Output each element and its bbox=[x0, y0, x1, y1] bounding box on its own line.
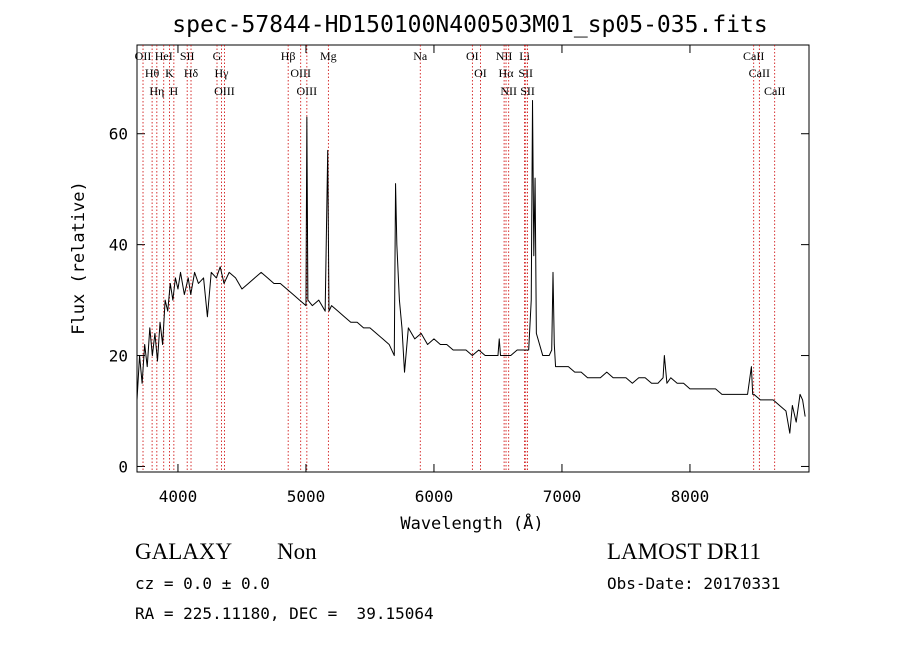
x-tick-label: 4000 bbox=[159, 487, 198, 506]
x-tick-label: 6000 bbox=[415, 487, 454, 506]
line-label: Na bbox=[413, 49, 428, 63]
object-subclass: Non bbox=[277, 539, 317, 564]
line-label: SII bbox=[518, 66, 533, 80]
line-label: H bbox=[170, 84, 179, 98]
line-label: HeI bbox=[155, 49, 173, 63]
object-class: GALAXY bbox=[135, 539, 232, 564]
line-label: Hθ bbox=[145, 66, 160, 80]
chart-title: spec-57844-HD150100N400503M01_sp05-035.f… bbox=[172, 12, 767, 38]
spectrum-line bbox=[136, 99, 806, 434]
plot-frame bbox=[136, 44, 810, 473]
x-tick-label: 5000 bbox=[287, 487, 326, 506]
y-tick-label: 60 bbox=[109, 125, 128, 144]
line-label: CaII bbox=[743, 49, 764, 63]
line-label: CaII bbox=[764, 84, 785, 98]
line-label: OIII bbox=[214, 84, 235, 98]
redshift: cz = 0.0 ± 0.0 bbox=[135, 574, 270, 593]
line-label: CaII bbox=[749, 66, 770, 80]
line-label: Li bbox=[519, 49, 530, 63]
obs-date: Obs-Date: 20170331 bbox=[607, 574, 780, 593]
line-label: SII bbox=[180, 49, 195, 63]
line-label: Hη bbox=[149, 84, 164, 98]
line-label: Hβ bbox=[281, 49, 296, 63]
line-label: NII bbox=[500, 84, 517, 98]
x-tick-label: 7000 bbox=[543, 487, 582, 506]
line-label: Mg bbox=[320, 49, 337, 63]
x-axis-label: Wavelength (Å) bbox=[400, 512, 543, 534]
x-tick-label: 8000 bbox=[671, 487, 710, 506]
line-label: SII bbox=[520, 84, 535, 98]
line-label: NII bbox=[496, 49, 513, 63]
line-label: OIII bbox=[290, 66, 311, 80]
survey: LAMOST DR11 bbox=[607, 539, 761, 564]
line-label: OIII bbox=[297, 84, 318, 98]
y-tick-label: 40 bbox=[109, 236, 128, 255]
line-label: Hδ bbox=[184, 66, 199, 80]
y-axis-label: Flux (relative) bbox=[69, 181, 89, 335]
line-label: G bbox=[213, 49, 222, 63]
line-label: Hγ bbox=[214, 66, 229, 80]
line-label: OI bbox=[466, 49, 479, 63]
line-label: Hα bbox=[499, 66, 515, 80]
line-label: OI bbox=[474, 66, 487, 80]
coordinates: RA = 225.11180, DEC = 39.15064 bbox=[135, 604, 434, 623]
line-label: OII bbox=[135, 49, 152, 63]
line-label: K bbox=[165, 66, 174, 80]
y-tick-label: 0 bbox=[118, 457, 128, 476]
y-tick-label: 20 bbox=[109, 347, 128, 366]
